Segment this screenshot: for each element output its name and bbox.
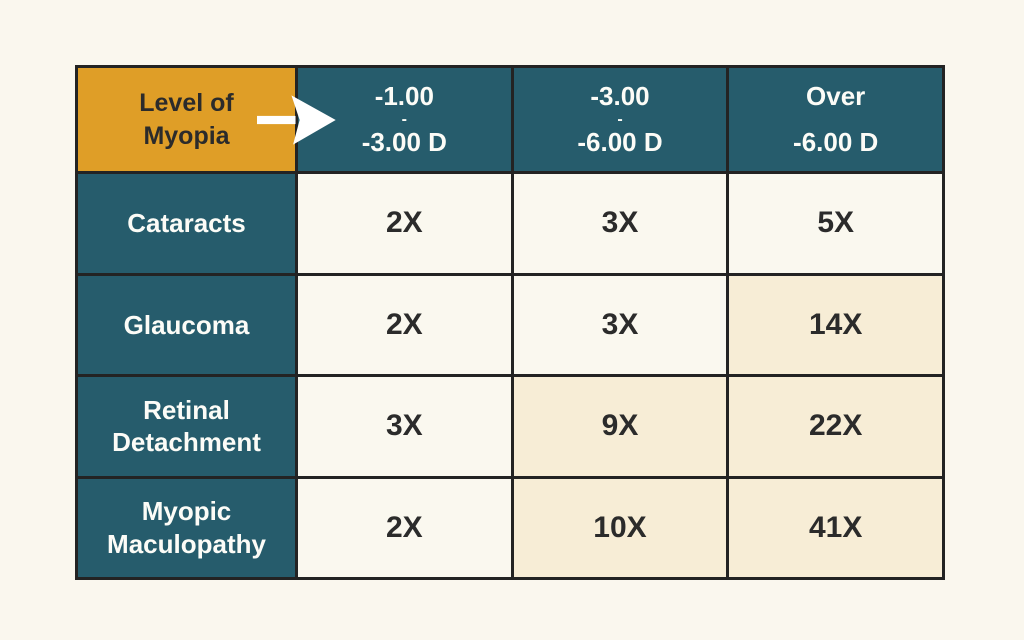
risk-cell: 2X [298, 478, 511, 577]
risk-cell: 3X [513, 275, 727, 374]
risk-cell: 9X [513, 377, 727, 476]
column-header-line: -6.00 D [577, 126, 663, 157]
risk-cell: 2X [298, 275, 511, 374]
column-header-dash: - [401, 110, 407, 128]
column-header-line: -6.00 D [793, 126, 879, 157]
column-header-line: -3.00 [590, 81, 650, 112]
risk-cell: 41X [729, 478, 942, 577]
row-label-retinal-detachment: Retinal Detachment [78, 377, 295, 476]
column-header-low-myopia: -1.00 - -3.00 D [298, 68, 511, 171]
column-header-line: -3.00 D [361, 126, 447, 157]
column-header-high-myopia: Over -6.00 D [729, 68, 942, 171]
risk-cell: 2X [298, 174, 511, 273]
risk-cell: 14X [729, 275, 942, 374]
row-label-glaucoma: Glaucoma [78, 275, 295, 374]
risk-cell: 10X [513, 478, 727, 577]
column-header-line: -1.00 [374, 81, 434, 112]
table-corner-header: Level of Myopia [78, 68, 336, 171]
row-label-myopic-maculopathy: Myopic Maculopathy [78, 478, 295, 577]
risk-cell: 5X [729, 174, 942, 273]
myopia-risk-table: Level of Myopia -1.00 - -3.00 D -3.00 - … [75, 65, 945, 580]
corner-label-line2: Myopia [143, 121, 230, 150]
column-header-dash: - [617, 110, 623, 128]
risk-cell: 3X [298, 377, 511, 476]
row-label-cataracts: Cataracts [78, 174, 295, 273]
column-header-moderate-myopia: -3.00 - -6.00 D [513, 68, 727, 171]
risk-cell: 3X [513, 174, 727, 273]
risk-cell: 22X [729, 377, 942, 476]
column-header-line: Over [806, 81, 866, 112]
corner-label-line1: Level of [139, 89, 234, 117]
